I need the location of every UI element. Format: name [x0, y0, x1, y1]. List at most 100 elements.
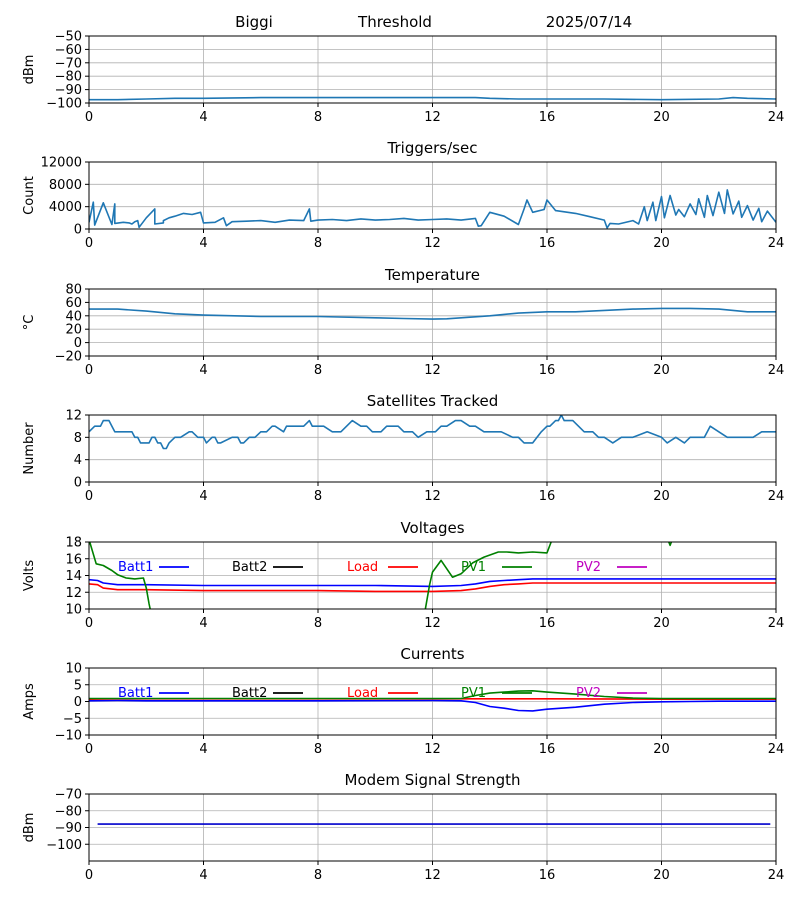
panel-title: Currents — [400, 645, 464, 663]
x-tick-label: 20 — [653, 742, 670, 757]
series-line-batt1 — [89, 578, 776, 588]
y-tick-label: −70 — [55, 788, 82, 803]
panel-title: Temperature — [384, 266, 480, 284]
x-tick-label: 0 — [85, 110, 93, 125]
x-tick-label: 20 — [653, 868, 670, 883]
legend-label-pv2: PV2 — [576, 686, 601, 701]
x-tick-label: 20 — [653, 616, 670, 631]
x-tick-label: 4 — [199, 616, 207, 631]
y-tick-label: 14 — [65, 569, 82, 584]
y-tick-label: −50 — [55, 30, 82, 45]
x-tick-label: 20 — [653, 489, 670, 504]
legend-label-pv1: PV1 — [461, 686, 486, 701]
legend-label-batt1: Batt1 — [118, 686, 153, 701]
x-tick-label: 16 — [539, 236, 556, 251]
x-tick-label: 20 — [653, 363, 670, 378]
x-tick-label: 24 — [768, 236, 785, 251]
legend-label-load: Load — [347, 560, 378, 575]
x-tick-label: 24 — [768, 363, 785, 378]
legend-label-batt1: Batt1 — [118, 560, 153, 575]
legend-label-pv2: PV2 — [576, 560, 601, 575]
series-line — [89, 189, 776, 229]
x-tick-label: 16 — [539, 110, 556, 125]
y-tick-label: 12000 — [41, 156, 82, 171]
x-tick-label: 0 — [85, 742, 93, 757]
y-tick-label: 10 — [65, 662, 82, 677]
x-tick-label: 0 — [85, 363, 93, 378]
x-tick-label: 0 — [85, 236, 93, 251]
x-tick-label: 12 — [424, 742, 441, 757]
x-tick-label: 8 — [314, 236, 322, 251]
y-tick-label: 0 — [74, 695, 82, 710]
y-tick-label: −20 — [55, 350, 82, 365]
x-tick-label: 16 — [539, 742, 556, 757]
series-group — [89, 689, 776, 712]
x-tick-label: 4 — [199, 742, 207, 757]
legend-label-pv1: PV1 — [461, 560, 486, 575]
y-tick-label: 5 — [74, 678, 82, 693]
x-tick-label: 4 — [199, 363, 207, 378]
panel-title: Satellites Tracked — [367, 392, 498, 410]
series-line-batt1 — [89, 699, 776, 712]
x-tick-label: 8 — [314, 616, 322, 631]
x-tick-label: 24 — [768, 742, 785, 757]
x-tick-label: 16 — [539, 616, 556, 631]
y-axis-label: Volts — [22, 560, 37, 592]
x-tick-label: 4 — [199, 236, 207, 251]
series-line-load — [89, 582, 776, 593]
x-tick-label: 20 — [653, 110, 670, 125]
panel-title: Triggers/sec — [387, 139, 478, 157]
panel-title: Voltages — [400, 519, 464, 537]
series-line — [89, 415, 776, 450]
panel-satellites: 0 4 8 12 16 20 24 0 4 8 12 Number Satellites Tracked — [22, 392, 784, 504]
y-tick-label: −60 — [55, 43, 82, 58]
header-row: Biggi Threshold 2025/07/14 — [235, 13, 632, 31]
series-group — [89, 415, 776, 450]
x-tick-label: 0 — [85, 616, 93, 631]
x-tick-label: 24 — [768, 489, 785, 504]
y-tick-label: −90 — [55, 83, 82, 98]
y-tick-label: 10 — [65, 603, 82, 618]
header-mode: Threshold — [357, 13, 432, 31]
series-group — [89, 307, 776, 320]
x-tick-label: 8 — [314, 110, 322, 125]
panel-title: Modem Signal Strength — [345, 771, 521, 789]
y-tick-label: 60 — [65, 296, 82, 311]
y-axis-label: Amps — [22, 683, 37, 720]
y-axis-label: °C — [22, 315, 37, 331]
y-tick-label: −80 — [55, 70, 82, 85]
y-axis-label: dBm — [22, 813, 37, 843]
panel-modem: 0 4 8 12 16 20 24 −100 −90 −80−70 dBm Modem Signal … — [22, 771, 784, 883]
y-tick-label: 18 — [65, 536, 82, 551]
x-tick-label: 12 — [424, 110, 441, 125]
y-tick-label: −80 — [55, 804, 82, 819]
panel-threshold: 0 4 8 12 16 20 24 −100−90−80−70−60−50 dBm — [22, 30, 784, 126]
y-tick-label: −100 — [46, 838, 82, 853]
x-tick-label: 12 — [424, 616, 441, 631]
x-tick-label: 12 — [424, 868, 441, 883]
x-tick-label: 8 — [314, 363, 322, 378]
y-tick-label: 4 — [74, 453, 82, 468]
x-tick-label: 12 — [424, 363, 441, 378]
y-tick-label: 40 — [65, 309, 82, 324]
x-tick-label: 12 — [424, 236, 441, 251]
y-tick-label: 0 — [74, 223, 82, 238]
x-tick-label: 12 — [424, 489, 441, 504]
x-tick-label: 0 — [85, 489, 93, 504]
x-tick-label: 20 — [653, 236, 670, 251]
series-line-pv1 — [89, 542, 673, 609]
panel-triggers: 0 4 8 12 16 20 24 0 4000 8000 12000 Count Triggers/s… — [22, 139, 784, 251]
y-tick-label: 4000 — [49, 200, 82, 215]
y-tick-label: 16 — [65, 552, 82, 567]
x-tick-label: 0 — [85, 868, 93, 883]
legend-label-batt2: Batt2 — [232, 686, 267, 701]
y-tick-label: −90 — [55, 821, 82, 836]
x-tick-label: 24 — [768, 110, 785, 125]
y-tick-label: 0 — [74, 476, 82, 491]
y-tick-label: −100 — [46, 97, 82, 112]
x-tick-label: 4 — [199, 868, 207, 883]
x-tick-label: 16 — [539, 363, 556, 378]
